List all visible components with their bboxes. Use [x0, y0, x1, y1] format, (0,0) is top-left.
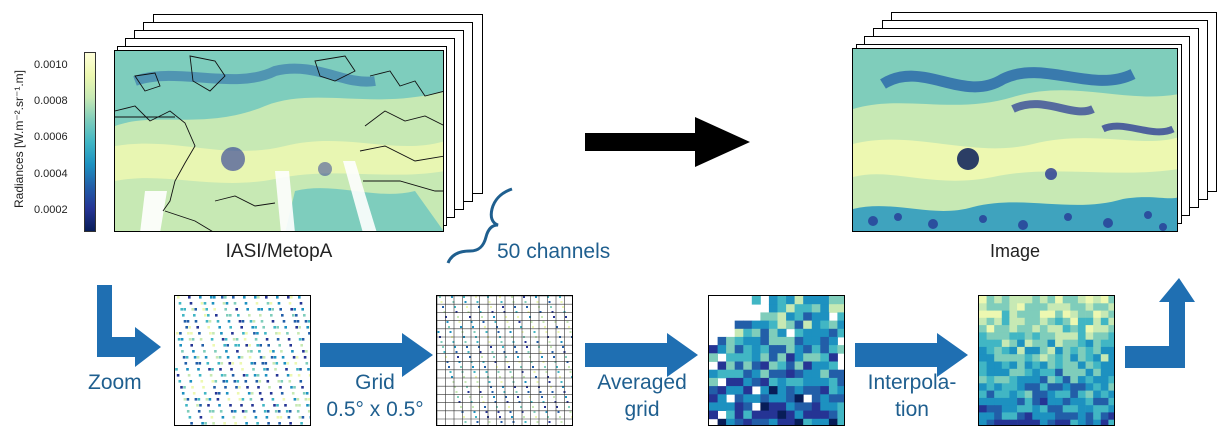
iasi-radiance-map — [114, 50, 444, 232]
flow-arrow-icon — [585, 333, 698, 377]
interpolation-label-line2: tion — [895, 398, 929, 421]
colorbar — [84, 52, 96, 232]
averaged-label-line2: grid — [624, 398, 660, 421]
colorbar-tick: 0.0008 — [34, 95, 68, 107]
colorbar-tick: 0.0004 — [34, 168, 68, 180]
channels-brace — [446, 187, 513, 264]
flow-arrow-icon — [320, 333, 433, 377]
interpolated-thumbnail — [978, 295, 1115, 426]
colorbar-tick: 0.0010 — [34, 59, 68, 71]
black-arrow-icon — [585, 117, 750, 167]
averaged-grid-thumbnail — [708, 295, 845, 426]
colorbar-tick: 0.0002 — [34, 204, 68, 216]
up-corner-arrow-icon — [1125, 278, 1195, 368]
zoom-corner-arrow-icon — [97, 285, 161, 367]
colorbar-label: Radiances [W.m⁻².sr⁻¹.m] — [12, 69, 26, 209]
grid-thumbnail — [436, 295, 573, 426]
interpolation-label-line1: Interpola- — [867, 371, 957, 394]
averaged-label-line1: Averaged — [597, 371, 687, 394]
interpolated-image — [852, 48, 1178, 232]
grid-label-line2: 0.5° x 0.5° — [326, 398, 424, 421]
colorbar-tick: 0.0006 — [34, 131, 68, 143]
iasi-caption: IASI/MetopA — [225, 241, 333, 262]
zoom-thumbnail — [174, 295, 311, 426]
zoom-label: Zoom — [88, 371, 142, 394]
flow-arrow-icon — [855, 333, 968, 377]
channels-label: 50 channels — [497, 240, 611, 263]
grid-label-line1: Grid — [355, 371, 395, 394]
image-caption: Image — [989, 241, 1041, 261]
